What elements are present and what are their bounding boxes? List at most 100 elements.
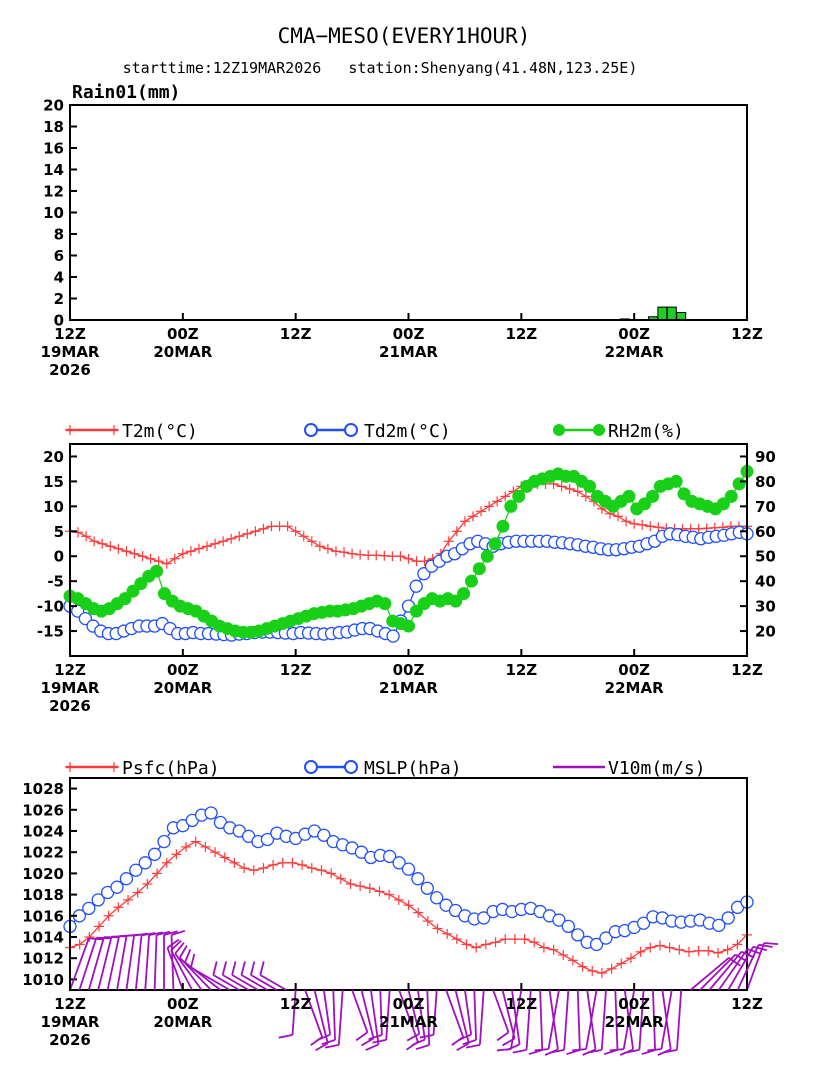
rain-panel-label: Rain01(mm) (72, 82, 180, 103)
wind-barb (652, 989, 656, 1050)
wind-barb (398, 989, 419, 1042)
wind-barb (259, 974, 287, 991)
mslp-point (383, 849, 397, 864)
temp-y-tick-label: 20 (43, 448, 64, 466)
x-tick-label: 12Z (505, 661, 537, 679)
pres-y-tick-label: 1012 (22, 950, 64, 968)
pres-y-tick-label: 1014 (22, 929, 64, 947)
wind-barb-feather (163, 930, 178, 936)
wind-barb (407, 989, 421, 1034)
wind-barb (212, 974, 240, 991)
wind-barb (563, 989, 570, 1050)
wind-barb-feather (148, 931, 163, 937)
x-tick-label: 00Z (167, 995, 199, 1013)
wind-barb (134, 935, 143, 991)
wind-barb (736, 944, 760, 991)
wind-barb-feather (496, 1048, 512, 1052)
mslp-point (712, 918, 726, 932)
wind-barb (478, 989, 485, 1045)
wind-barb-feather (625, 1048, 640, 1054)
x-tick-label: 00Z (393, 325, 425, 343)
wind-barb (379, 989, 383, 1036)
wind-barb (445, 989, 465, 1038)
rain-y-tick-label: 14 (43, 161, 64, 179)
legend-t2m-label: T2m(°C) (122, 421, 198, 442)
x-tick-label: 22MAR (605, 343, 664, 361)
rain-y-tick-label: 20 (43, 97, 64, 115)
wind-barb-feather (462, 1039, 477, 1046)
x-tick-label: 2026 (49, 697, 91, 715)
mslp-point (477, 911, 491, 925)
mslp-point (317, 828, 331, 842)
wind-barb (576, 989, 581, 1050)
rh2m-point (134, 577, 148, 591)
wind-barb (337, 989, 344, 1045)
wind-barb (166, 947, 184, 991)
pres-y-tick-label: 1016 (22, 907, 64, 925)
x-tick-label: 00Z (393, 995, 425, 1013)
rh2m-point (724, 489, 738, 503)
wind-barb (718, 948, 749, 991)
mslp-point (589, 937, 604, 952)
rh-y-tick-label: 60 (755, 523, 776, 541)
x-tick-label: 2026 (49, 361, 91, 379)
wind-barb-feather (512, 1048, 527, 1054)
x-tick-label: 22MAR (605, 1013, 664, 1031)
x-tick-label: 21MAR (379, 1013, 438, 1031)
wind-barb (231, 974, 259, 991)
panel-pressure: Psfc(hPa) MSLP(hPa) V10m(m/s) 1010 1012 10… (22, 758, 779, 1056)
mslp-point (552, 913, 566, 927)
x-tick-label: 00Z (618, 325, 650, 343)
wind-barb (638, 989, 645, 1050)
wind-barb-feather (179, 945, 188, 959)
wind-barb-feather (758, 943, 773, 948)
wind-barb-feather (764, 942, 779, 946)
wind-barb-feather (496, 1031, 510, 1042)
x-tick-label: 12Z (731, 661, 763, 679)
wind-barb-feather (321, 1039, 336, 1046)
rh2m-point (638, 497, 652, 511)
rain-y-tick-label: 8 (54, 226, 64, 244)
wind-barb (622, 989, 636, 1050)
wind-barb-feather (184, 949, 192, 963)
x-tick-label: 12Z (505, 325, 537, 343)
x-tick-label: 12Z (280, 325, 312, 343)
wind-barb-feather (663, 1048, 678, 1054)
rh2m-point (677, 487, 691, 501)
wind-barb-feather (747, 948, 761, 955)
mslp-point (411, 872, 425, 886)
mslp-point (82, 901, 96, 916)
wind-barb-feather (166, 938, 180, 949)
wind-barb (385, 989, 391, 1040)
mslp-point (147, 847, 162, 861)
legend-td2m-label: Td2m(°C) (364, 421, 451, 442)
rh-y-tick-label: 70 (755, 498, 776, 516)
rh2m-point (646, 489, 660, 503)
rh2m-point (157, 587, 171, 601)
mslp-point (260, 832, 275, 847)
legend-rh2m-marker (553, 424, 565, 436)
x-tick-label: 20MAR (153, 1013, 212, 1031)
wind-barb-feather (550, 1048, 565, 1054)
x-tick-label: 20MAR (153, 343, 212, 361)
legend-psfc: Psfc(hPa) (65, 758, 220, 779)
x-tick-label: 00Z (393, 661, 425, 679)
td2m-point (409, 579, 423, 593)
x-tick-label: 20MAR (153, 679, 212, 697)
wind-barb (539, 989, 544, 1050)
rh-y-tick-label: 90 (755, 448, 776, 466)
rh-y-tick-label: 50 (755, 548, 776, 566)
wind-barb (170, 949, 194, 991)
x-tick-label: 00Z (167, 661, 199, 679)
wind-barb-feather (365, 1043, 379, 1051)
wind-barb (660, 989, 673, 1050)
x-tick-label: 19MAR (41, 1013, 100, 1031)
wind-barb-feather (170, 939, 182, 951)
wind-barb-feather (315, 1042, 329, 1052)
rain-bar (657, 306, 668, 321)
temp-y-tick-label: -5 (47, 573, 64, 591)
rh2m-point (409, 604, 423, 618)
wind-barb (501, 989, 516, 1039)
wind-barb (708, 951, 743, 991)
